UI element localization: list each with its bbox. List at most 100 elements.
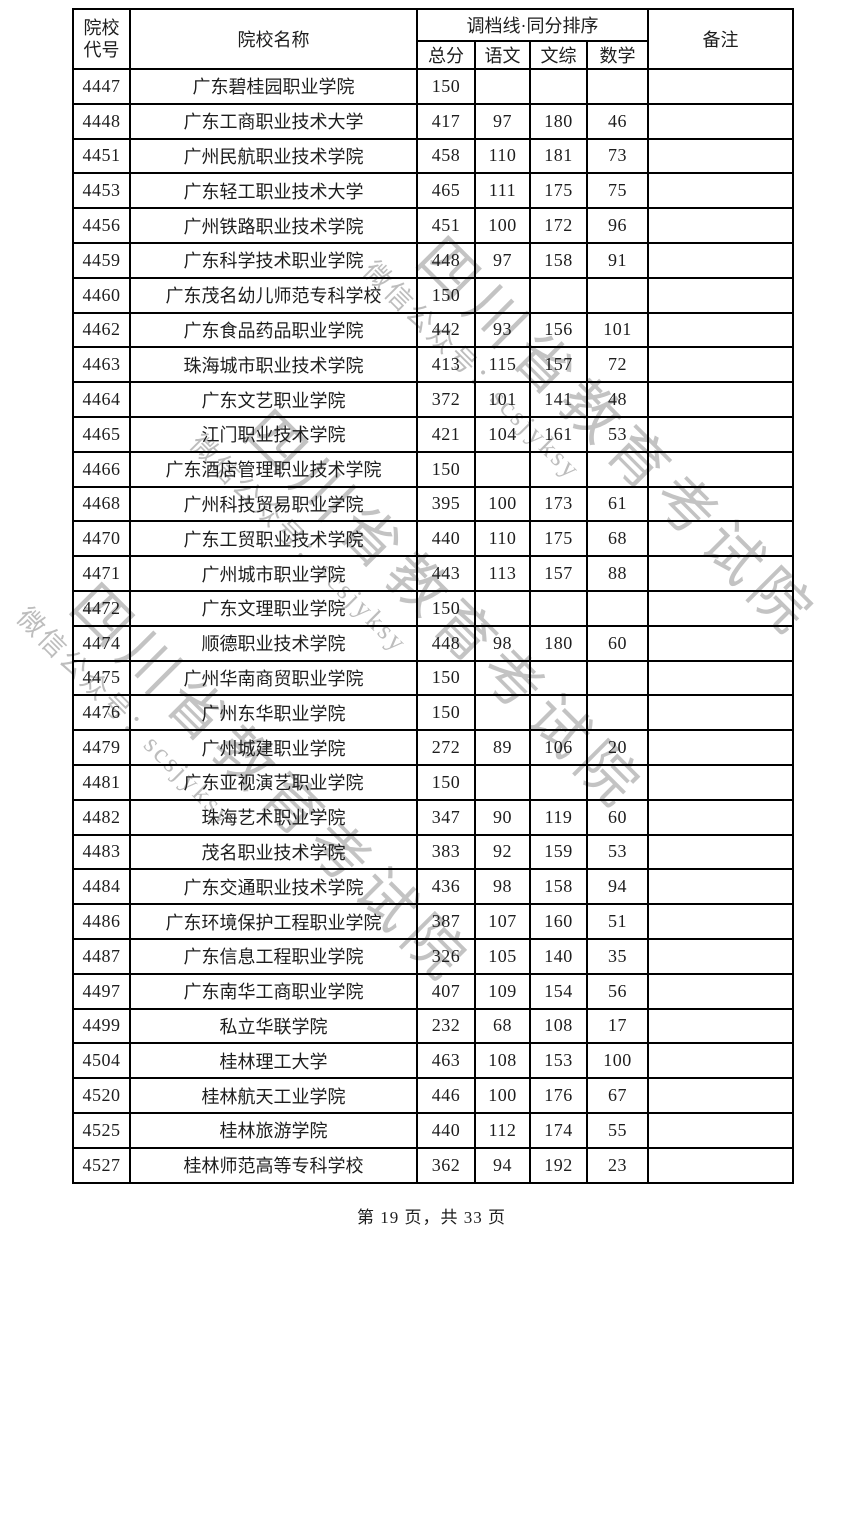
table-row: 4475 广州华南商贸职业学院 150 (72, 659, 794, 697)
score-chinese: 115 (474, 346, 531, 384)
college-code: 4459 (72, 241, 131, 279)
college-code: 4456 (72, 207, 131, 244)
score-chinese (474, 276, 531, 314)
remark-cell (647, 346, 794, 384)
remark-cell (647, 972, 794, 1010)
score-chinese (474, 68, 531, 105)
table-row: 4463 珠海城市职业技术学院 413 115 157 72 (72, 346, 794, 384)
score-chinese: 109 (474, 972, 531, 1010)
college-name: 广州科技贸易职业学院 (129, 485, 418, 523)
college-name: 桂林航天工业学院 (129, 1077, 418, 1114)
table-row: 4472 广东文理职业学院 150 (72, 589, 794, 627)
score-math: 100 (586, 1042, 649, 1080)
score-math: 60 (586, 624, 649, 662)
college-name: 广州华南商贸职业学院 (129, 659, 418, 697)
score-total: 150 (416, 763, 476, 801)
score-total: 383 (416, 833, 476, 871)
score-total: 387 (416, 903, 476, 940)
college-name: 广东亚视演艺职业学院 (129, 763, 418, 801)
college-name: 广东碧桂园职业学院 (129, 68, 418, 105)
score-wenzong: 157 (529, 555, 588, 592)
remark-cell (647, 798, 794, 836)
score-math: 17 (586, 1007, 649, 1045)
table-row: 4497 广东南华工商职业学院 407 109 154 56 (72, 972, 794, 1010)
score-wenzong: 161 (529, 415, 588, 453)
score-chinese (474, 450, 531, 488)
college-name: 桂林师范高等专科学校 (129, 1146, 418, 1184)
header-score-group: 调档线·同分排序 (416, 8, 649, 42)
college-name: 广东信息工程职业学院 (129, 937, 418, 975)
table-body: 4447 广东碧桂园职业学院 150 4448 广东工商职业技术大学 417 97 180 46… (72, 68, 794, 1184)
college-code: 4453 (72, 172, 131, 210)
college-name: 江门职业技术学院 (129, 415, 418, 453)
remark-cell (647, 137, 794, 175)
score-math: 68 (586, 520, 649, 558)
remark-cell (647, 868, 794, 906)
college-code: 4471 (72, 555, 131, 592)
score-math: 55 (586, 1111, 649, 1149)
score-chinese: 98 (474, 624, 531, 662)
score-total: 465 (416, 172, 476, 210)
score-math (586, 659, 649, 697)
score-wenzong: 181 (529, 137, 588, 175)
score-math: 23 (586, 1146, 649, 1184)
score-total: 326 (416, 937, 476, 975)
score-wenzong: 156 (529, 311, 588, 349)
remark-cell (647, 485, 794, 523)
score-math: 61 (586, 485, 649, 523)
table-row: 4481 广东亚视演艺职业学院 150 (72, 763, 794, 801)
score-wenzong: 180 (529, 102, 588, 140)
college-code: 4472 (72, 589, 131, 627)
score-chinese: 100 (474, 485, 531, 523)
score-chinese: 105 (474, 937, 531, 975)
college-code: 4497 (72, 972, 131, 1010)
score-wenzong: 176 (529, 1077, 588, 1114)
table-row: 4471 广州城市职业学院 443 113 157 88 (72, 555, 794, 592)
score-wenzong: 174 (529, 1111, 588, 1149)
remark-cell (647, 1042, 794, 1080)
college-name: 广东茂名幼儿师范专科学校 (129, 276, 418, 314)
score-chinese (474, 763, 531, 801)
college-name: 广东文理职业学院 (129, 589, 418, 627)
table-row: 4453 广东轻工职业技术大学 465 111 175 75 (72, 172, 794, 210)
college-name: 广东科学技术职业学院 (129, 241, 418, 279)
score-chinese: 68 (474, 1007, 531, 1045)
header-remark: 备注 (647, 8, 794, 70)
score-total: 413 (416, 346, 476, 384)
college-code: 4470 (72, 520, 131, 558)
table-row: 4527 桂林师范高等专科学校 362 94 192 23 (72, 1146, 794, 1184)
header-college-code: 院校 代号 (72, 8, 131, 70)
score-wenzong (529, 68, 588, 105)
score-math: 20 (586, 729, 649, 766)
table-row: 4474 顺德职业技术学院 448 98 180 60 (72, 624, 794, 662)
score-wenzong: 119 (529, 798, 588, 836)
college-name: 广州东华职业学院 (129, 694, 418, 732)
score-math: 48 (586, 381, 649, 418)
score-total: 150 (416, 589, 476, 627)
admission-score-table: 院校 代号 院校名称 调档线·同分排序 备注 总分 语文 文综 数学 4447 广… (72, 8, 794, 1184)
score-chinese: 110 (474, 520, 531, 558)
college-code: 4465 (72, 415, 131, 453)
table-row: 4479 广州城建职业学院 272 89 106 20 (72, 729, 794, 766)
score-total: 458 (416, 137, 476, 175)
table-row: 4483 茂名职业技术学院 383 92 159 53 (72, 833, 794, 871)
score-chinese: 98 (474, 868, 531, 906)
score-math: 53 (586, 833, 649, 871)
remark-cell (647, 381, 794, 418)
score-wenzong: 108 (529, 1007, 588, 1045)
college-name: 珠海艺术职业学院 (129, 798, 418, 836)
score-math: 60 (586, 798, 649, 836)
score-wenzong: 154 (529, 972, 588, 1010)
college-code: 4482 (72, 798, 131, 836)
score-wenzong: 159 (529, 833, 588, 871)
score-total: 443 (416, 555, 476, 592)
table-row: 4499 私立华联学院 232 68 108 17 (72, 1007, 794, 1045)
table-row: 4476 广州东华职业学院 150 (72, 694, 794, 732)
college-code: 4525 (72, 1111, 131, 1149)
header-wenzong-score: 文综 (529, 40, 588, 70)
college-name: 顺德职业技术学院 (129, 624, 418, 662)
score-math: 75 (586, 172, 649, 210)
score-total: 451 (416, 207, 476, 244)
score-total: 362 (416, 1146, 476, 1184)
score-chinese: 108 (474, 1042, 531, 1080)
